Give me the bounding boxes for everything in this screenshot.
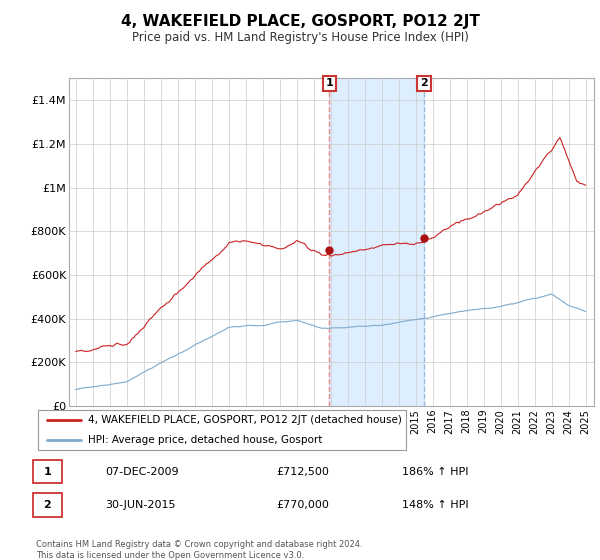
Text: 186% ↑ HPI: 186% ↑ HPI (402, 466, 469, 477)
Text: £770,000: £770,000 (276, 500, 329, 510)
Text: Contains HM Land Registry data © Crown copyright and database right 2024.
This d: Contains HM Land Registry data © Crown c… (36, 540, 362, 560)
Text: 1: 1 (44, 466, 51, 477)
Text: 1: 1 (325, 78, 333, 88)
Text: 148% ↑ HPI: 148% ↑ HPI (402, 500, 469, 510)
Text: 2: 2 (44, 500, 51, 510)
Bar (586, 78, 594, 406)
Text: 4, WAKEFIELD PLACE, GOSPORT, PO12 2JT: 4, WAKEFIELD PLACE, GOSPORT, PO12 2JT (121, 14, 479, 29)
Text: Price paid vs. HM Land Registry's House Price Index (HPI): Price paid vs. HM Land Registry's House … (131, 31, 469, 44)
Text: 07-DEC-2009: 07-DEC-2009 (105, 466, 179, 477)
Bar (329, 78, 424, 406)
FancyBboxPatch shape (38, 410, 406, 450)
Text: 2: 2 (420, 78, 428, 88)
Text: HPI: Average price, detached house, Gosport: HPI: Average price, detached house, Gosp… (88, 435, 322, 445)
Text: 30-JUN-2015: 30-JUN-2015 (105, 500, 176, 510)
Text: 4, WAKEFIELD PLACE, GOSPORT, PO12 2JT (detached house): 4, WAKEFIELD PLACE, GOSPORT, PO12 2JT (d… (88, 415, 402, 424)
Text: £712,500: £712,500 (276, 466, 329, 477)
